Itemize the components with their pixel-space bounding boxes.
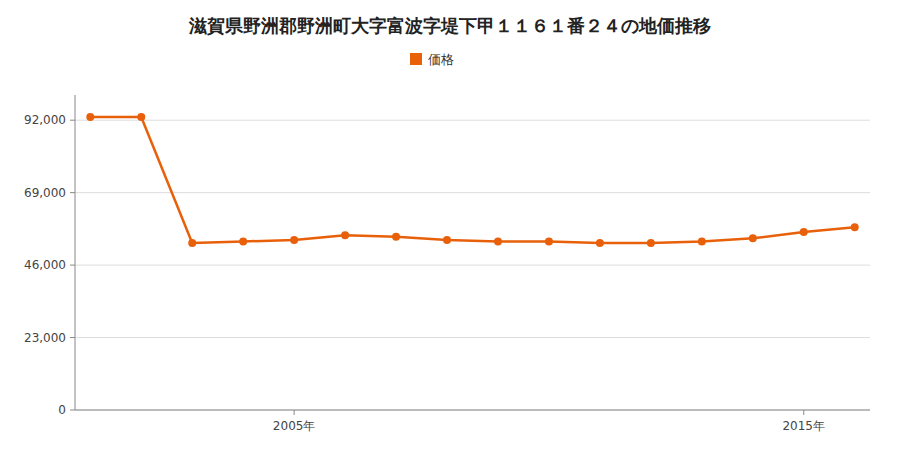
legend: 価格 [410,52,454,67]
axes: 0 23,000 46,000 69,000 92,000 2005年 2015年 [24,95,870,433]
plot-area [86,113,858,247]
grid-line [75,337,870,338]
point [647,239,655,247]
y-tick [70,410,75,411]
point [698,237,706,245]
point [494,237,502,245]
y-tick-label: 0 [58,403,66,417]
grid-line [75,265,870,266]
x-tick [803,410,804,415]
x-axis-line [75,410,870,411]
y-tick-label: 46,000 [24,258,66,272]
chart: 滋賀県野洲郡野洲町大字富波字堤下甲１１６１番２４の地価推移 0 23,000 46,0… [0,0,900,450]
point [341,231,349,239]
y-tick [70,120,75,121]
point [851,223,859,231]
grid [75,120,870,410]
point [749,234,757,242]
point [545,237,553,245]
point [86,113,94,121]
x-tick-label: 2005年 [273,419,316,433]
legend-swatch [410,53,422,65]
background [0,0,900,450]
point [290,236,298,244]
point [137,113,145,121]
y-tick-label: 69,000 [24,186,66,200]
y-tick-label: 23,000 [24,331,66,345]
grid-line [75,192,870,193]
point [443,236,451,244]
y-axis-line [75,95,76,410]
line [90,117,854,243]
title: 滋賀県野洲郡野洲町大字富波字堤下甲１１６１番２４の地価推移 [188,15,711,36]
grid-line [75,120,870,121]
x-tick [294,410,295,415]
point [800,228,808,236]
point [596,239,604,247]
point [188,239,196,247]
y-tick [70,265,75,266]
y-tick [70,337,75,338]
grid-line [75,410,870,411]
legend-label: 価格 [428,52,454,67]
y-tick [70,192,75,193]
point [392,233,400,241]
point [239,237,247,245]
x-tick-label: 2015年 [782,419,825,433]
y-tick-label: 92,000 [24,113,66,127]
